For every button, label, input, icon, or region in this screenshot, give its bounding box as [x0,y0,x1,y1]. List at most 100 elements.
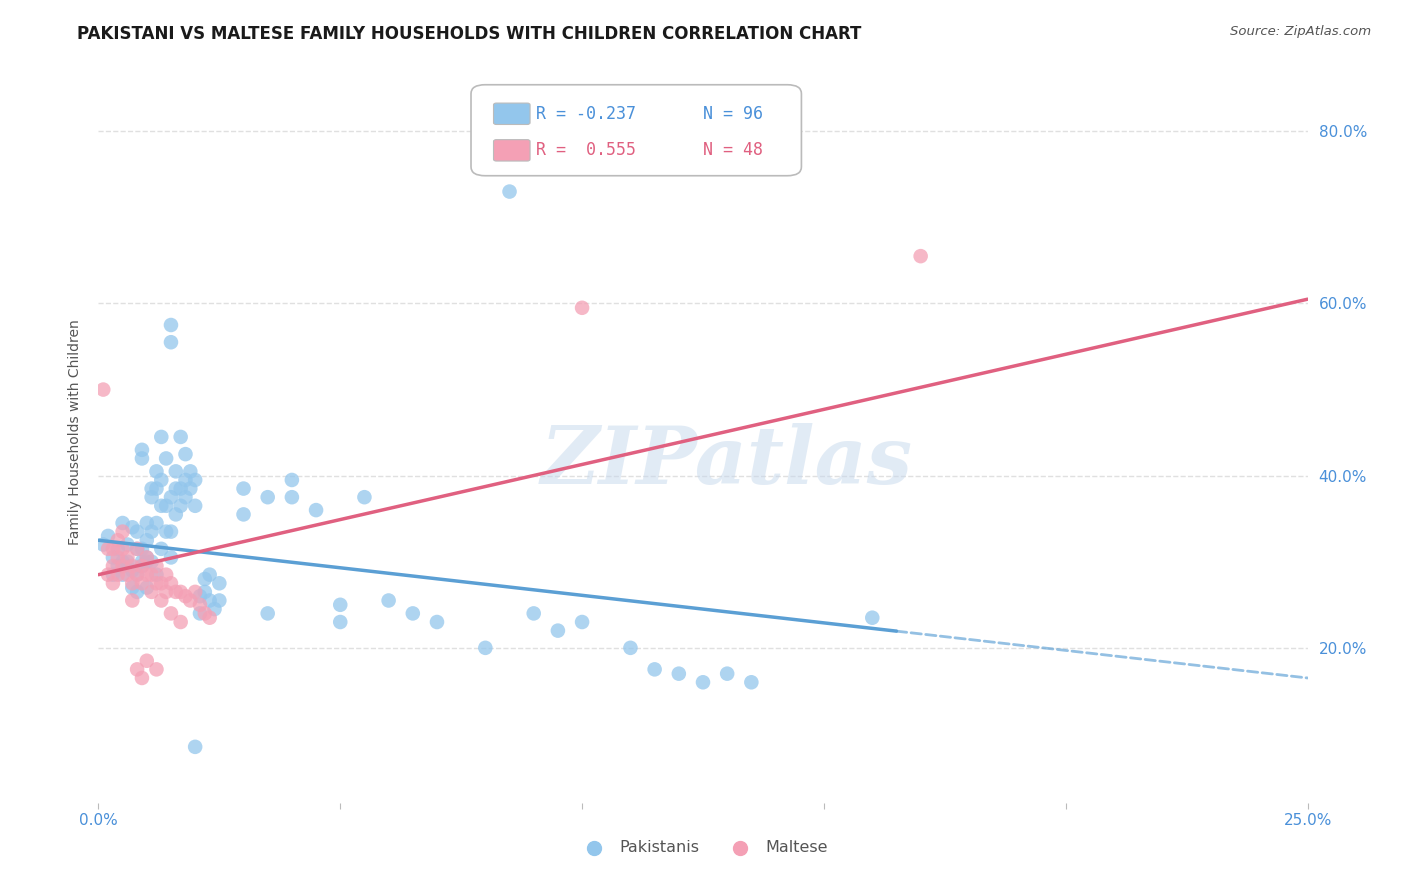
Point [194,572,217,586]
Point [188,598,211,612]
Point [150,499,173,513]
Point [150,593,173,607]
Point [150,430,173,444]
Point [668,666,690,681]
Point [111,559,134,574]
Point [145,576,167,591]
Point [498,185,520,199]
Point [179,464,201,478]
Point [208,593,231,607]
Point [127,541,149,556]
Text: N = 48: N = 48 [703,141,763,160]
Point [377,593,399,607]
Point [97,529,120,543]
Point [107,567,129,582]
Point [329,615,352,629]
Point [111,555,134,569]
Point [329,598,352,612]
Point [111,524,134,539]
Point [160,576,183,591]
Point [145,662,167,676]
Point [121,520,143,534]
Point [232,508,254,522]
Legend: Pakistanis, Maltese: Pakistanis, Maltese [572,834,834,862]
Point [121,559,143,574]
Point [121,593,143,607]
Point [160,550,183,565]
Point [169,615,191,629]
Point [256,607,278,621]
Point [155,499,177,513]
Point [141,524,163,539]
Point [169,585,191,599]
Point [141,490,163,504]
Point [169,482,191,496]
Point [426,615,449,629]
Point [353,490,375,504]
Point [111,541,134,556]
Point [402,607,425,621]
Point [117,555,139,569]
Point [160,318,183,332]
Point [256,490,278,504]
Point [155,585,177,599]
Point [571,615,593,629]
Point [145,559,167,574]
Point [135,567,157,582]
Point [179,593,201,607]
Point [121,581,143,595]
Point [160,490,183,504]
Point [135,550,157,565]
Point [91,537,114,551]
Point [127,567,149,582]
Point [165,508,187,522]
Point [184,499,207,513]
Point [184,585,207,599]
Point [131,451,153,466]
Point [141,482,163,496]
Point [111,516,134,530]
Point [135,581,157,595]
Point [692,675,714,690]
Point [127,541,149,556]
Point [97,541,120,556]
Point [135,550,157,565]
Point [107,541,129,556]
Point [131,541,153,556]
Point [101,559,124,574]
Point [145,516,167,530]
Y-axis label: Family Households with Children: Family Households with Children [69,319,83,546]
Point [155,567,177,582]
Point [131,442,153,457]
Point [174,473,197,487]
Point [174,490,197,504]
Point [571,301,593,315]
Point [523,607,546,621]
Point [184,739,207,754]
Point [184,473,207,487]
Point [547,624,569,638]
Point [135,516,157,530]
Point [305,503,328,517]
Point [111,567,134,582]
Point [165,464,187,478]
Point [131,559,153,574]
Point [910,249,932,263]
Point [131,559,153,574]
Point [169,499,191,513]
Point [174,589,197,603]
Point [117,550,139,565]
Point [107,550,129,565]
Text: Source: ZipAtlas.com: Source: ZipAtlas.com [1230,25,1371,38]
Point [145,464,167,478]
Point [101,576,124,591]
Point [169,430,191,444]
Point [232,482,254,496]
Point [127,585,149,599]
Point [101,567,124,582]
Point [131,576,153,591]
Point [155,451,177,466]
Point [150,541,173,556]
Point [204,602,226,616]
Point [619,640,641,655]
